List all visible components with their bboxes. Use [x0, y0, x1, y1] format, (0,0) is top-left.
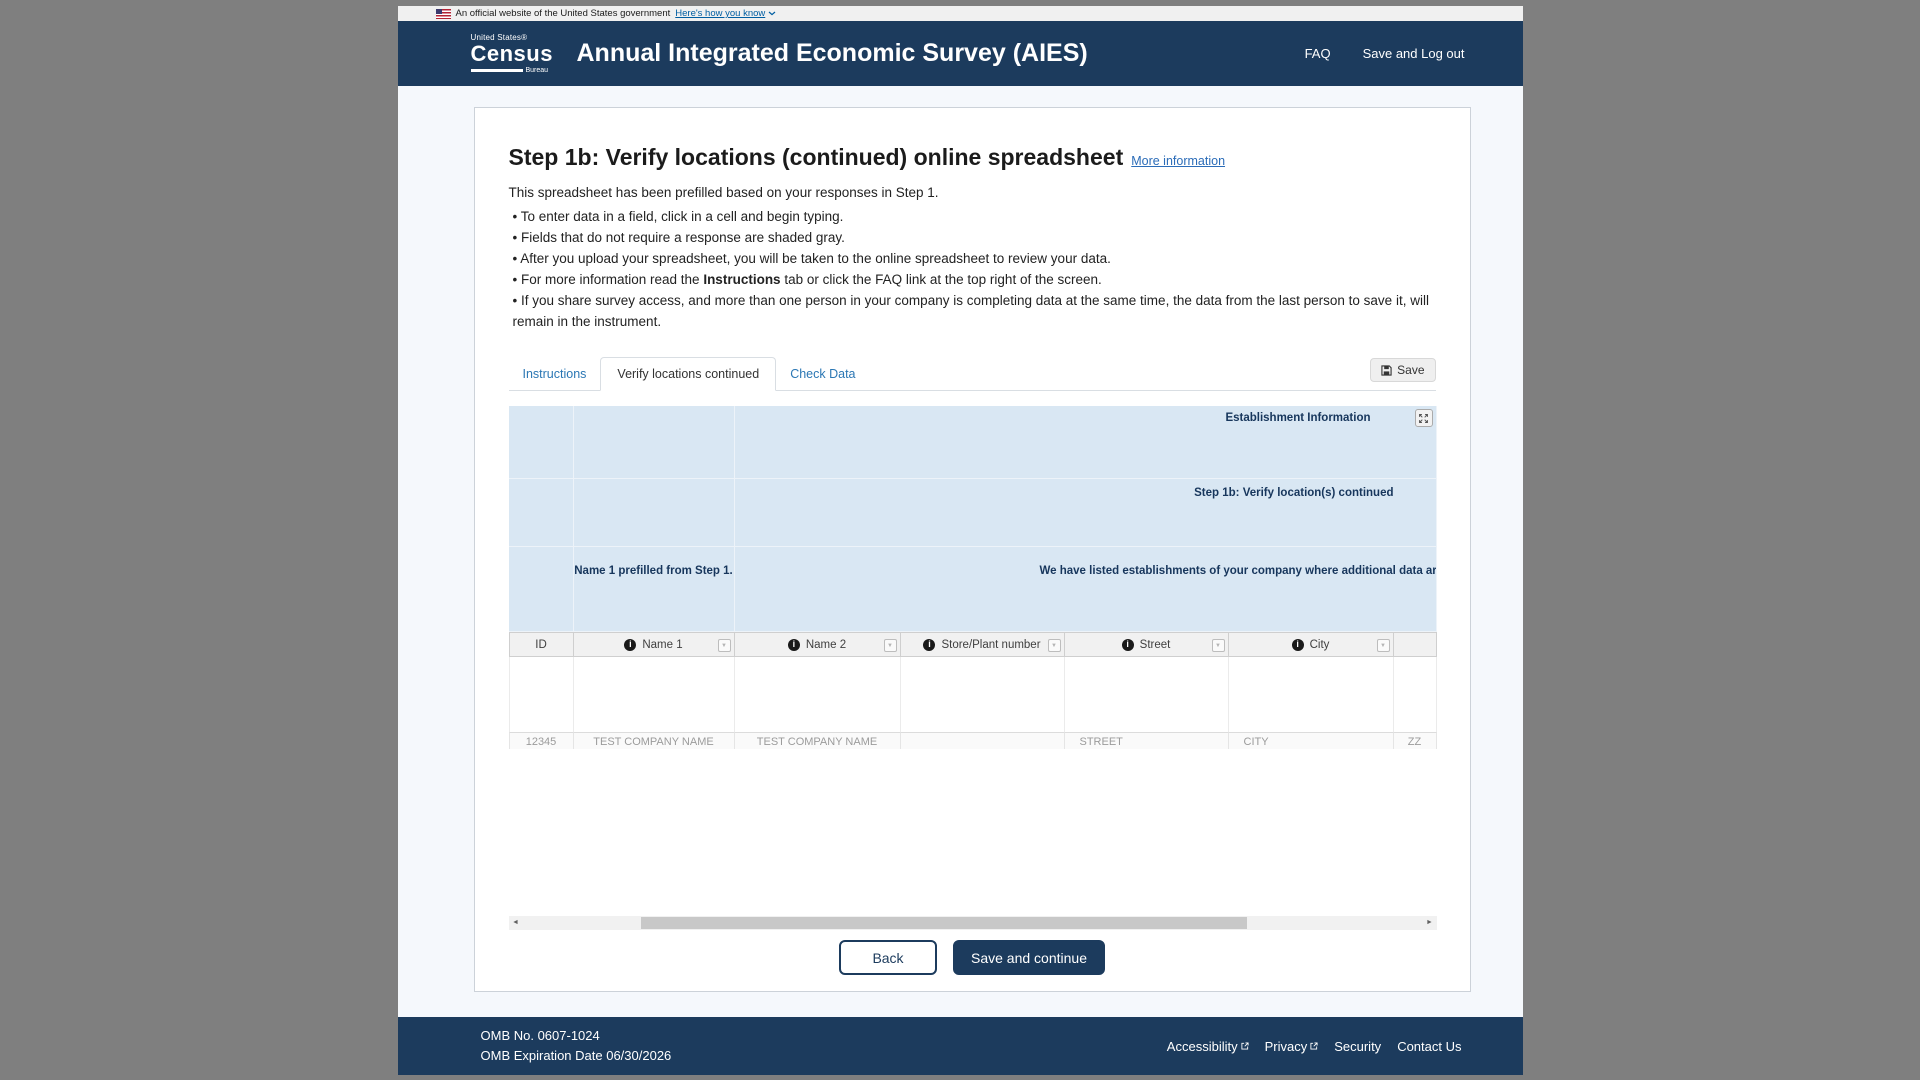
cell-state[interactable]: ZZ	[1393, 732, 1437, 749]
filter-button[interactable]: ▼	[1047, 639, 1061, 652]
page-title: Annual Integrated Economic Survey (AIES)	[576, 39, 1088, 67]
scroll-right-arrow[interactable]: ►	[1422, 916, 1437, 930]
footer-links: Accessibility Privacy Security Contact U…	[1167, 1039, 1462, 1054]
spreadsheet-header-region: Establishment Information	[508, 406, 1437, 632]
info-icon[interactable]: i	[1291, 638, 1304, 651]
security-link[interactable]: Security	[1334, 1038, 1382, 1054]
column-header-city: i City ▼	[1228, 632, 1394, 657]
external-link-icon	[1241, 1042, 1249, 1050]
bullet-item: • After you upload your spreadsheet, you…	[512, 251, 1111, 266]
tab-verify-locations-continued[interactable]: Verify locations continued	[600, 357, 777, 391]
save-button[interactable]: Save	[1370, 358, 1436, 382]
bullet-item: • If you share survey access, and more t…	[512, 293, 1429, 329]
omb-info: OMB No. 0607-1024 OMB Expiration Date 06…	[481, 1026, 672, 1066]
cell-name2[interactable]: TEST COMPANY NAME	[734, 732, 901, 749]
column-header-state	[1393, 632, 1437, 657]
cell-city[interactable]: CITY	[1228, 732, 1394, 749]
expand-button[interactable]	[1414, 409, 1433, 427]
save-and-continue-button[interactable]: Save and continue	[953, 940, 1105, 975]
table-row: 12345 TEST COMPANY NAME TEST COMPANY NAM…	[508, 732, 1437, 749]
chevron-down-icon	[768, 11, 776, 16]
accessibility-link[interactable]: Accessibility	[1167, 1039, 1249, 1054]
header-nav: FAQ Save and Log out	[1305, 46, 1465, 61]
page-body: Step 1b: Verify locations (continued) on…	[397, 86, 1523, 1017]
bullet-item: • Fields that do not require a response …	[512, 230, 845, 245]
gov-banner-text: An official website of the United States…	[455, 8, 671, 19]
empty-grid-area	[508, 657, 1437, 732]
listed-establishments-note: We have listed establishments of your co…	[1039, 565, 1437, 577]
step-heading: Step 1b: Verify locations (continued) on…	[508, 144, 1124, 170]
tab-instructions[interactable]: Instructions	[522, 367, 587, 381]
column-header-name2: i Name 2 ▼	[734, 632, 901, 657]
step-subtitle: Step 1b: Verify location(s) continued	[1194, 487, 1394, 499]
column-header-store-plant: i Store/Plant number ▼	[900, 632, 1065, 657]
filter-button[interactable]: ▼	[717, 639, 731, 652]
cell-street[interactable]: STREET	[1064, 732, 1229, 749]
establishment-information-title: Establishment Information	[1225, 412, 1371, 424]
instruction-bullets: • To enter data in a field, click in a c…	[509, 206, 1436, 332]
page-footer: OMB No. 0607-1024 OMB Expiration Date 06…	[397, 1017, 1523, 1075]
external-link-icon	[1310, 1042, 1318, 1050]
scrollbar-thumb[interactable]	[640, 917, 1247, 929]
omb-number: OMB No. 0607-1024	[480, 1028, 600, 1043]
how-you-know-link[interactable]: Here's how you know	[675, 8, 776, 19]
more-information-link[interactable]: More information	[1131, 154, 1226, 168]
browser-page: An official website of the United States…	[397, 0, 1523, 1075]
filter-button[interactable]: ▼	[1211, 639, 1225, 652]
expand-icon	[1419, 413, 1428, 423]
census-logo: United States® Census Bureau	[470, 32, 553, 74]
tab-check-data[interactable]: Check Data	[790, 367, 856, 381]
tab-bar: Instructions Verify locations continued …	[508, 356, 1436, 391]
spreadsheet: Establishment Information	[508, 406, 1437, 930]
cell-name1[interactable]: TEST COMPANY NAME	[573, 732, 735, 749]
filter-button[interactable]: ▼	[1376, 639, 1390, 652]
action-buttons: Back Save and continue	[509, 940, 1436, 975]
back-button[interactable]: Back	[839, 940, 937, 975]
filter-button[interactable]: ▼	[883, 639, 897, 652]
save-logout-link[interactable]: Save and Log out	[1362, 46, 1465, 61]
app-header: United States® Census Bureau Annual Inte…	[397, 21, 1523, 86]
content-card: Step 1b: Verify locations (continued) on…	[473, 107, 1471, 992]
privacy-link[interactable]: Privacy	[1265, 1039, 1319, 1054]
spreadsheet-whitespace	[509, 749, 1437, 916]
column-header-name1: i Name 1 ▼	[573, 632, 735, 657]
info-icon[interactable]: i	[624, 638, 637, 651]
info-icon[interactable]: i	[1121, 638, 1134, 651]
faq-link[interactable]: FAQ	[1304, 46, 1331, 61]
bullet-item: • To enter data in a field, click in a c…	[512, 209, 844, 224]
column-header-row: ID i Name 1 ▼ i Name 2 ▼ i Store/Plant numb…	[508, 632, 1437, 657]
horizontal-scrollbar[interactable]: ◄ ►	[508, 916, 1437, 930]
bullet-item: • For more information read the Instruct…	[512, 272, 1102, 287]
cell-id[interactable]: 12345	[508, 732, 574, 749]
omb-expiration: OMB Expiration Date 06/30/2026	[480, 1048, 672, 1063]
info-icon[interactable]: i	[787, 638, 800, 651]
cell-store-plant[interactable]	[900, 732, 1065, 749]
save-icon	[1381, 364, 1392, 376]
name-prefilled-note: Name 1 prefilled from Step 1.	[574, 565, 733, 577]
intro-text: This spreadsheet has been prefilled base…	[508, 185, 939, 200]
column-header-id: ID	[508, 632, 574, 657]
contact-us-link[interactable]: Contact Us	[1397, 1038, 1462, 1054]
gov-banner: An official website of the United States…	[397, 6, 1523, 21]
info-icon[interactable]: i	[923, 638, 936, 651]
scroll-left-arrow[interactable]: ◄	[508, 916, 523, 930]
column-header-street: i Street ▼	[1064, 632, 1229, 657]
us-flag-icon	[435, 8, 451, 19]
